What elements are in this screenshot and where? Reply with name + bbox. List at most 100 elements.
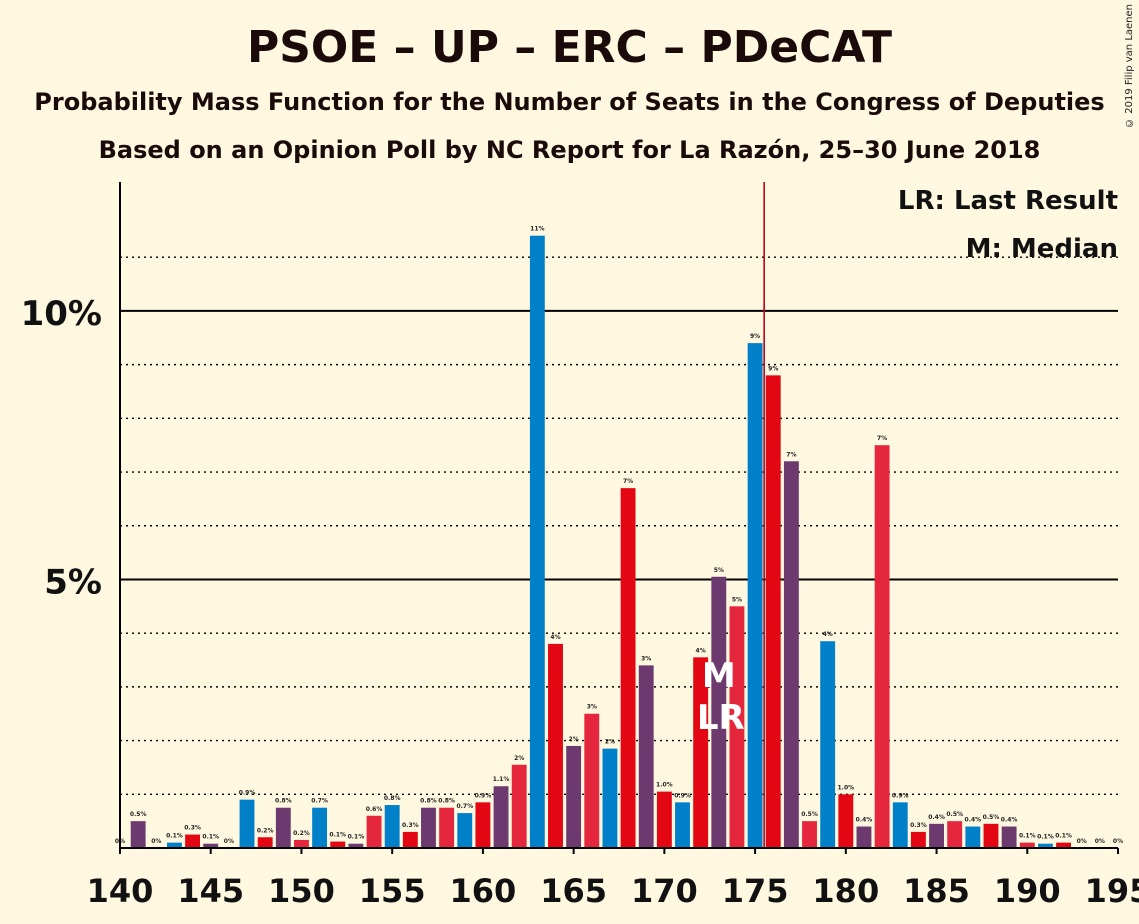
bar-seat-186 [947, 821, 963, 848]
bar-label-seat-146: 0% [224, 838, 234, 845]
bar-label-seat-165: 2% [569, 736, 579, 743]
bar-label-seat-182: 7% [877, 435, 887, 442]
bar-label-seat-184: 0.3% [910, 822, 927, 829]
bar-seat-169 [638, 665, 654, 848]
bar-seat-188 [983, 823, 999, 848]
bar-label-seat-158: 0.8% [438, 798, 455, 805]
bar-label-seat-172: 4% [696, 647, 706, 654]
bar-label-seat-161: 1.1% [493, 776, 510, 783]
last-result-marker: LR [697, 698, 745, 738]
bar-seat-157 [421, 807, 436, 848]
bar-label-seat-141: 0.5% [130, 811, 147, 818]
bar-seat-151 [312, 807, 328, 848]
x-tick-label: 175 [722, 872, 789, 910]
bar-label-seat-164: 4% [550, 634, 560, 641]
bar-label-seat-177: 7% [786, 451, 796, 458]
bar-seat-154 [366, 815, 382, 848]
chart-subtitle: Probability Mass Function for the Number… [34, 88, 1105, 116]
bar-label-seat-155: 0.8% [384, 795, 401, 802]
bar-seat-173 [711, 576, 727, 848]
x-tick-label: 155 [359, 872, 426, 910]
bar-seat-150 [294, 839, 309, 848]
bar-label-seat-148: 0.2% [257, 827, 274, 834]
bar-label-seat-185: 0.4% [928, 814, 945, 821]
bar-seat-148 [257, 837, 273, 848]
bar-seat-180 [838, 794, 854, 848]
bar-label-seat-167: 2% [605, 739, 615, 746]
bar-seat-145 [203, 843, 219, 848]
y-tick-label: 5% [44, 562, 102, 602]
bar-seat-163 [529, 235, 545, 849]
bar-series [130, 235, 1072, 849]
bar-seat-185 [929, 823, 944, 848]
bar-seat-182 [874, 445, 890, 848]
bar-seat-161 [493, 786, 509, 848]
bar-seat-164 [548, 643, 563, 848]
bar-seat-191 [1037, 843, 1053, 848]
bar-label-seat-188: 0.5% [983, 814, 1000, 821]
bar-seat-149 [275, 807, 291, 848]
bar-label-seat-181: 0.4% [856, 817, 873, 824]
bar-seat-153 [348, 843, 364, 848]
bar-label-seat-143: 0.1% [166, 833, 183, 840]
bar-seat-176 [765, 375, 781, 848]
bar-label-seat-156: 0.3% [402, 822, 419, 829]
x-tick-label: 170 [631, 872, 698, 910]
bar-seat-179 [820, 641, 836, 848]
bar-seat-141 [130, 821, 146, 848]
bar-label-seat-169: 3% [641, 655, 651, 662]
bar-label-seat-178: 0.5% [801, 811, 818, 818]
bar-label-seat-142: 0% [151, 838, 161, 845]
chart-title: PSOE – UP – ERC – PDeCAT [246, 22, 893, 73]
bar-label-seat-187: 0.4% [965, 817, 982, 824]
bar-seat-190 [1019, 842, 1035, 848]
bar-seat-167 [602, 748, 618, 848]
legend-median: M: Median [966, 234, 1118, 264]
bar-seat-178 [802, 821, 817, 848]
bar-label-seat-166: 3% [587, 704, 597, 711]
bar-label-seat-153: 0.1% [348, 834, 365, 841]
x-tick-label: 190 [994, 872, 1061, 910]
bar-label-seat-180: 1.0% [837, 784, 854, 791]
bar-seat-156 [402, 831, 418, 848]
bar-label-seat-150: 0.2% [293, 830, 310, 837]
bar-label-seat-192: 0.1% [1055, 833, 1072, 840]
legend-last-result: LR: Last Result [898, 186, 1118, 216]
bar-seat-162 [511, 764, 527, 848]
bar-seat-143 [166, 842, 182, 848]
median-marker: M [702, 656, 736, 696]
bar-seat-187 [965, 826, 981, 848]
grid-lines [120, 256, 1118, 795]
bar-label-seat-174: 5% [732, 596, 742, 603]
bar-label-seat-151: 0.7% [311, 798, 328, 805]
bar-label-seat-173: 5% [714, 567, 724, 574]
bar-label-seat-159: 0.7% [456, 803, 473, 810]
bar-seat-158 [439, 807, 455, 848]
bar-seat-171 [675, 802, 690, 848]
bar-label-seat-163: 11% [530, 226, 544, 233]
bar-seat-175 [747, 343, 763, 848]
bar-seat-177 [783, 461, 799, 848]
bar-value-labels: 0%0.5%0%0.1%0.3%0.1%0%0.9%0.2%0.8%0.2%0.… [115, 226, 1123, 845]
bar-label-seat-194: 0% [1095, 838, 1105, 845]
bar-label-seat-160: 0.9% [475, 792, 492, 799]
axes: 5% 10% MLR 140 145 150 155 160 165 170 175 180 185 19… [21, 182, 1139, 910]
bar-seat-174 [729, 606, 745, 848]
bar-seat-144 [185, 834, 201, 848]
x-tick-label: 150 [268, 872, 335, 910]
bar-label-seat-145: 0.1% [202, 834, 219, 841]
bar-label-seat-170: 1.0% [656, 782, 673, 789]
bar-label-seat-144: 0.3% [184, 825, 201, 832]
bar-label-seat-154: 0.6% [366, 806, 383, 813]
x-tick-label: 180 [812, 872, 879, 910]
bar-label-seat-191: 0.1% [1037, 834, 1054, 841]
bar-seat-152 [330, 841, 346, 848]
bar-seat-172 [693, 657, 709, 848]
bar-seat-165 [566, 745, 582, 848]
bar-label-seat-186: 0.5% [946, 811, 963, 818]
bar-label-seat-152: 0.1% [329, 832, 346, 839]
bar-seat-168 [620, 488, 636, 848]
x-tick-label: 160 [450, 872, 517, 910]
x-tick-label: 140 [87, 872, 154, 910]
